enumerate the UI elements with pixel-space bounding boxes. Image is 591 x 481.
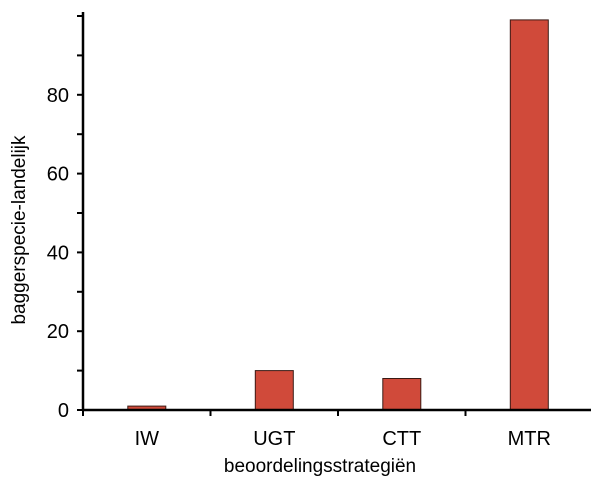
y-tick-label-0: 0 — [58, 400, 69, 422]
labels-layer: IW UGT CTT MTR 0 20 40 60 80 — [47, 85, 551, 450]
y-axis-title: baggerspecie-landelijk — [9, 135, 30, 325]
axes-layer — [77, 12, 591, 416]
bars-layer — [127, 19, 549, 411]
y-tick-label-40: 40 — [47, 242, 69, 264]
bar-ugt — [254, 370, 294, 411]
y-tick-label-20: 20 — [47, 321, 69, 343]
x-tick-label-iw: IW — [135, 428, 160, 450]
x-tick-label-ugt: UGT — [253, 428, 295, 450]
y-tick-label-80: 80 — [47, 85, 69, 107]
x-tick-label-ctt: CTT — [382, 428, 421, 450]
x-axis-title: beoordelingsstrategiën — [224, 456, 416, 476]
bar-mtr — [509, 19, 549, 411]
y-tick-label-60: 60 — [47, 164, 69, 186]
x-tick-label-mtr: MTR — [508, 428, 551, 450]
bar-ctt — [382, 378, 422, 411]
